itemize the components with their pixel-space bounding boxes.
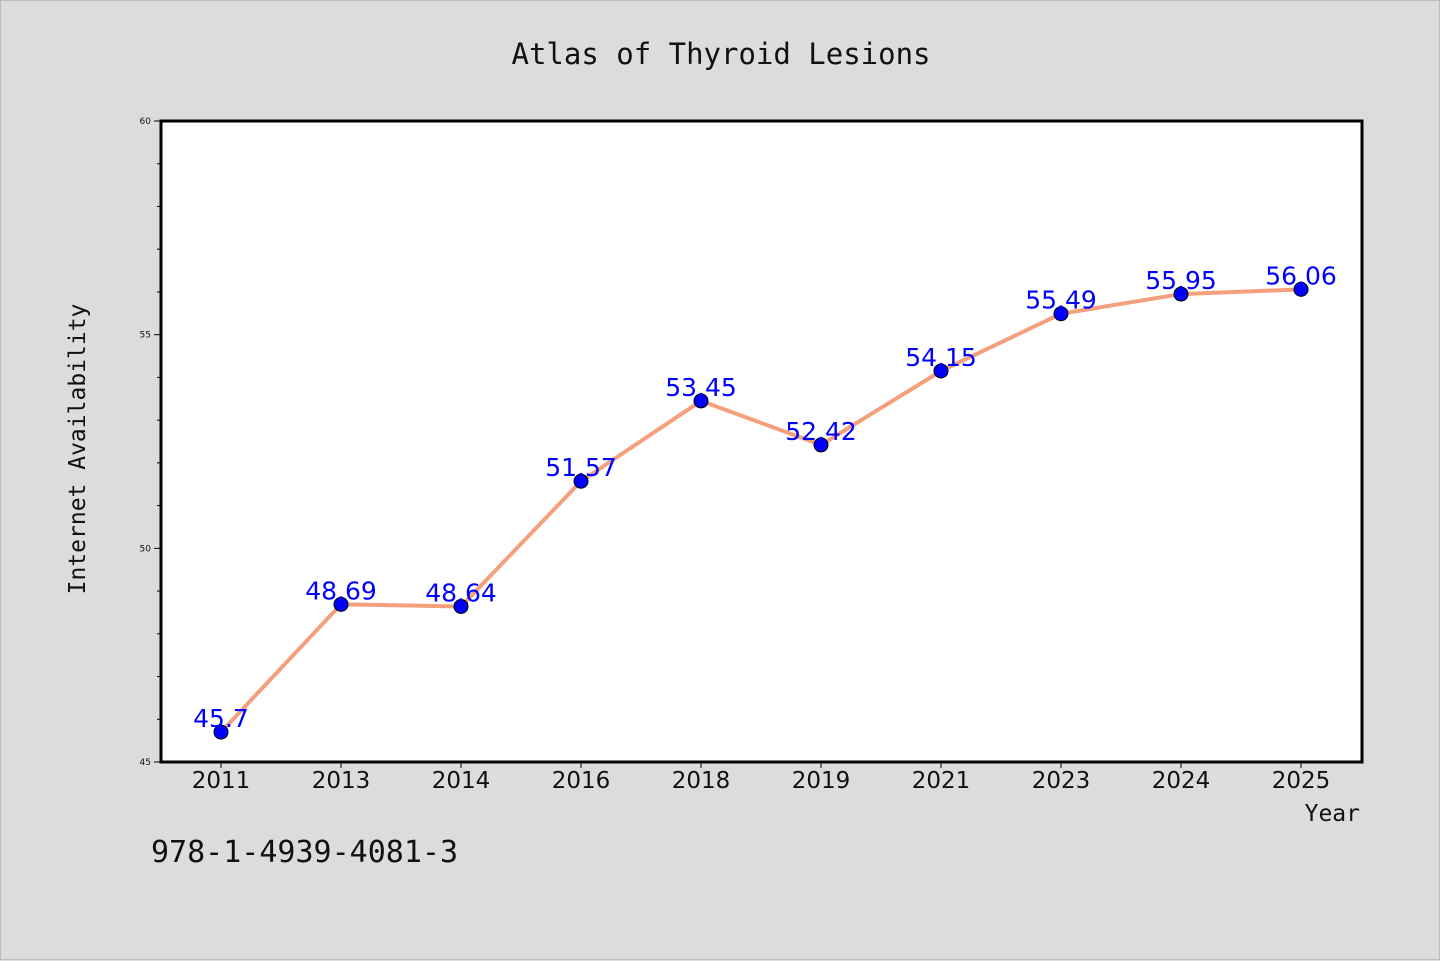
y-tick-label: 45: [140, 758, 151, 768]
y-axis-ticks: 45 50 55 60: [140, 117, 161, 768]
data-point: [1293, 281, 1309, 297]
x-tick-label: 2024: [1152, 768, 1211, 794]
data-point: [1053, 306, 1069, 322]
data-label: 51.57: [545, 453, 617, 482]
data-point: [213, 724, 229, 740]
y-tick-label: 50: [140, 544, 152, 554]
data-label: 54.15: [905, 343, 977, 372]
y-axis-label: Internet Availability: [65, 304, 91, 595]
x-axis-ticks: 2011 2013 2014 2016 2018 2019 2021 2023 2024 2025: [192, 762, 1331, 794]
data-point: [693, 393, 709, 409]
data-label: 55.49: [1025, 286, 1097, 315]
x-tick-label: 2018: [672, 768, 731, 794]
data-point-group: [213, 281, 1309, 740]
data-point: [1173, 286, 1189, 302]
isbn-text: 978-1-4939-4081-3: [151, 835, 459, 870]
data-label: 52.42: [785, 417, 857, 446]
series-line: [219, 287, 1302, 734]
x-tick-label: 2014: [432, 768, 491, 794]
data-label: 55.95: [1145, 266, 1217, 295]
data-point: [453, 598, 469, 614]
x-tick-label: 2021: [912, 768, 971, 794]
plot-area: [159, 119, 1364, 764]
x-tick-label: 2025: [1272, 768, 1331, 794]
data-label: 48.69: [305, 576, 377, 605]
data-label: 53.45: [665, 373, 737, 402]
y-tick-label: 55: [140, 331, 151, 341]
x-tick-label: 2019: [792, 768, 851, 794]
data-point: [573, 473, 589, 489]
data-label: 45.7: [193, 704, 249, 733]
chart-title: Atlas of Thyroid Lesions: [511, 37, 930, 71]
x-tick-label: 2016: [552, 768, 611, 794]
x-tick-label: 2023: [1032, 768, 1091, 794]
data-point: [813, 437, 829, 453]
y-tick-label: 60: [140, 117, 152, 127]
data-label: 48.64: [425, 578, 497, 607]
data-point: [333, 596, 349, 612]
data-label: 56.06: [1265, 261, 1337, 290]
data-point: [933, 363, 949, 379]
data-label-group: 45.7 48.69 48.64 51.57 53.45 52.42 54.15 55.49 5…: [193, 261, 1337, 733]
x-tick-label: 2011: [192, 768, 251, 794]
x-axis-label: Year: [1305, 801, 1360, 827]
x-tick-label: 2013: [312, 768, 371, 794]
series-line-group: [219, 287, 1302, 734]
